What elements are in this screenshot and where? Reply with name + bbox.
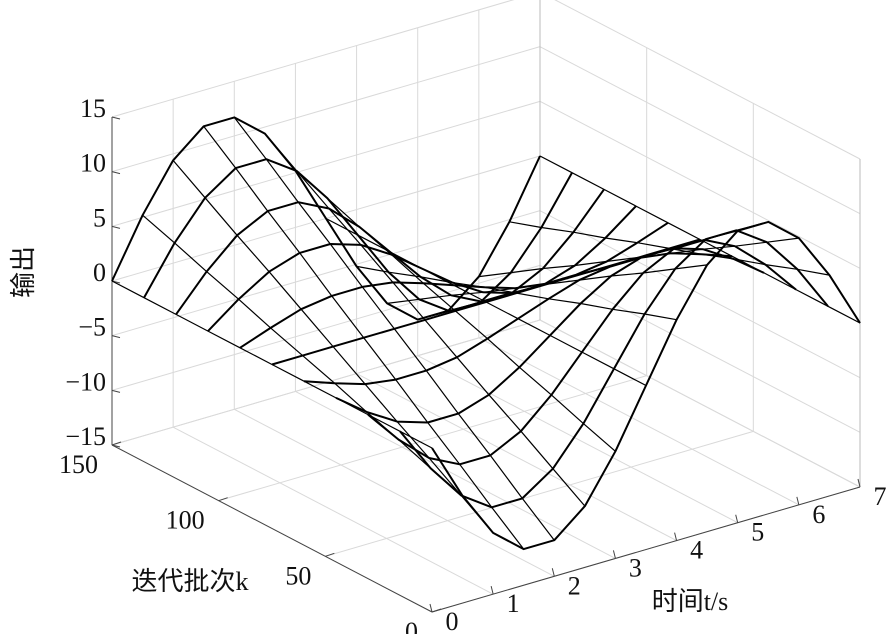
x-tick-label: 2 [568, 571, 581, 600]
axis-line [111, 444, 433, 613]
grid-line [295, 390, 616, 559]
x-tick-label: 6 [812, 500, 825, 529]
grid-line [539, 46, 861, 215]
tick-mark [431, 608, 442, 613]
x-tick-label: 3 [629, 553, 642, 582]
x-tick-label: 1 [507, 589, 520, 618]
mesh-curve [143, 158, 573, 313]
z-tick-label: 10 [80, 149, 106, 178]
tick-mark [325, 552, 335, 557]
tick-mark [735, 514, 739, 523]
grid-line [356, 373, 677, 542]
tick-mark [111, 116, 121, 120]
mesh-curve [303, 252, 733, 386]
grid-line [539, 210, 861, 379]
mesh-curve [175, 188, 605, 315]
z-tick-label: −15 [65, 422, 106, 451]
tick-mark [674, 532, 678, 541]
tick-mark [111, 225, 121, 229]
grid-line [539, 319, 861, 488]
tick-mark [490, 586, 494, 595]
y-axis-label: 迭代批次k [131, 567, 248, 596]
y-tick-label: 0 [405, 617, 418, 634]
grid-line [172, 426, 494, 595]
z-axis-label: 输出 [9, 246, 38, 298]
y-tick-label: 150 [59, 450, 98, 479]
labels: 时间t/s 迭代批次k 输出 −15−10−505101501234567050… [9, 94, 887, 634]
mesh-curve [399, 229, 829, 509]
grid-line [554, 0, 861, 160]
z-tick-label: 0 [93, 258, 106, 287]
tick-mark [857, 478, 861, 488]
axis-line [431, 486, 861, 613]
grid-line [218, 375, 647, 502]
grid [111, 0, 861, 613]
x-tick-label: 0 [446, 607, 459, 634]
x-tick-label: 5 [751, 518, 764, 547]
tick-mark [796, 496, 800, 505]
tick-mark [111, 389, 121, 393]
tick-mark [218, 497, 228, 502]
tick-mark [111, 441, 122, 446]
x-tick-label: 4 [690, 536, 703, 565]
mesh [111, 116, 861, 551]
z-tick-label: −5 [78, 313, 106, 342]
grid-line [478, 337, 800, 506]
tick-mark [111, 444, 121, 448]
grid-line [111, 46, 541, 173]
x-tick-label: 7 [874, 482, 887, 511]
tick-mark [612, 550, 616, 559]
grid-line [539, 100, 861, 269]
y-tick-label: 50 [285, 561, 311, 590]
grid-line [111, 100, 541, 227]
grid-line [417, 355, 738, 524]
tick-mark [111, 171, 121, 175]
y-tick-label: 100 [166, 506, 205, 535]
grid-line [111, 0, 515, 118]
z-tick-label: 5 [93, 203, 106, 232]
x-axis-label: 时间t/s [652, 587, 729, 616]
tick-mark [111, 335, 121, 339]
grid-line [111, 210, 541, 337]
mesh-curve [207, 205, 637, 332]
grid-line [234, 408, 555, 577]
grid-line [325, 430, 754, 557]
z-tick-label: 15 [80, 94, 106, 123]
mesh-curve [335, 247, 765, 424]
tick-mark [551, 568, 555, 577]
tick-mark [429, 603, 433, 613]
mesh-curve [239, 221, 669, 349]
z-tick-label: −10 [65, 367, 106, 396]
grid-line [539, 264, 861, 433]
mesh-curve [431, 220, 861, 551]
